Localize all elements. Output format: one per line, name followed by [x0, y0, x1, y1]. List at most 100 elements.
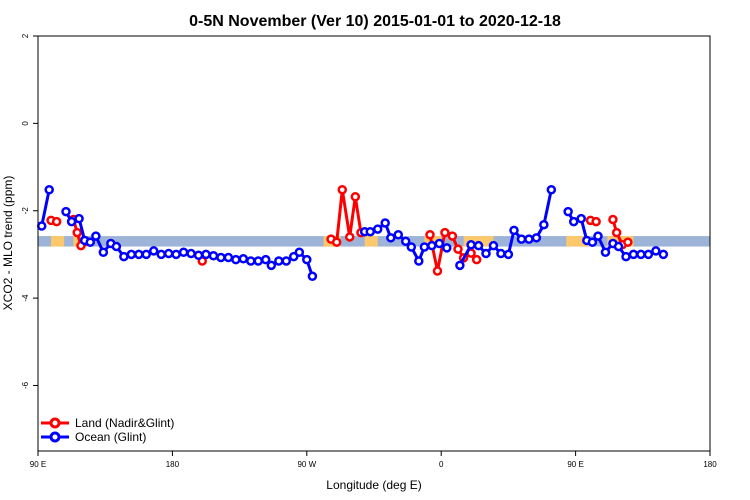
band-land-segment — [364, 236, 378, 247]
series-ocean — [36, 185, 669, 282]
band-land-segment — [73, 236, 81, 247]
data-point — [274, 256, 284, 266]
data-point — [246, 256, 256, 266]
data-point — [393, 230, 404, 240]
data-point — [400, 236, 411, 247]
data-point — [636, 249, 646, 260]
data-point — [651, 246, 661, 256]
data-point — [591, 216, 601, 227]
data-point — [447, 231, 458, 241]
data-point — [119, 251, 129, 262]
data-point — [623, 237, 633, 247]
data-point — [432, 266, 443, 276]
data-point — [509, 225, 519, 236]
data-point — [611, 227, 622, 238]
data-point — [231, 254, 241, 265]
data-point — [331, 237, 342, 247]
data-point — [216, 252, 226, 263]
data-point — [126, 249, 137, 260]
data-point — [193, 250, 204, 261]
plot-frame — [37, 35, 711, 452]
data-point — [414, 256, 424, 266]
y-tick-label: 2 — [21, 33, 30, 38]
x-tick-label: 180 — [703, 460, 717, 469]
data-point — [587, 237, 598, 247]
data-point — [613, 241, 624, 252]
data-point — [51, 216, 62, 227]
band-land-segment — [566, 236, 589, 247]
legend-item-land: Land (Nadir&Glint) — [41, 416, 174, 430]
data-point — [302, 254, 312, 265]
data-point — [496, 248, 506, 259]
legend-land-marker — [49, 417, 61, 429]
data-point — [186, 248, 196, 259]
data-point — [365, 226, 376, 237]
data-point — [281, 256, 292, 266]
data-point — [516, 234, 527, 244]
data-point — [568, 216, 579, 227]
data-point — [223, 252, 234, 263]
data-point — [546, 185, 557, 195]
data-point — [74, 213, 84, 224]
x-tick-label: 180 — [166, 460, 180, 469]
y-tick-label: -6 — [21, 381, 30, 389]
data-point — [171, 249, 181, 260]
x-tick-label: 90 W — [297, 460, 316, 469]
y-axis-label: XCO2 - MLO trend (ppm) — [1, 176, 15, 311]
data-point — [72, 227, 82, 238]
data-point — [425, 230, 435, 240]
data-point — [473, 240, 484, 251]
data-point — [61, 206, 71, 217]
data-point — [442, 243, 452, 253]
data-point — [593, 231, 603, 241]
data-point — [434, 238, 445, 249]
data-point — [134, 249, 144, 260]
data-point — [66, 216, 77, 227]
data-point — [524, 234, 534, 244]
data-point — [406, 242, 417, 252]
data-point — [488, 240, 499, 251]
legend: Land (Nadir&Glint) Ocean (Glint) — [41, 416, 174, 444]
data-point — [238, 254, 249, 264]
data-point — [253, 256, 264, 266]
x-tick-label: 90 E — [567, 460, 583, 469]
series-line — [40, 189, 51, 227]
data-point — [98, 247, 109, 257]
data-point — [658, 249, 669, 260]
data-point — [481, 248, 491, 259]
data-point — [608, 214, 618, 225]
y-axis: 2 0 -2 -4 -6 — [21, 33, 38, 389]
data-point — [563, 206, 573, 217]
data-point — [531, 233, 542, 243]
data-point — [350, 192, 361, 202]
x-axis-label: Longitude (deg E) — [326, 478, 421, 492]
data-point — [111, 241, 122, 252]
data-point — [539, 219, 549, 230]
data-point — [643, 249, 654, 260]
data-point — [91, 231, 101, 241]
x-tick-label: 90 E — [30, 460, 46, 469]
legend-land-label: Land (Nadir&Glint) — [75, 416, 174, 430]
data-point — [386, 233, 396, 243]
data-point — [337, 185, 348, 195]
data-point — [427, 240, 437, 251]
y-tick-label: -4 — [21, 294, 30, 302]
data-point — [576, 213, 586, 224]
data-point — [294, 247, 305, 257]
x-axis: 90 E 180 90 W 0 90 E 180 — [30, 451, 717, 469]
y-tick-label: 0 — [21, 121, 30, 126]
data-point — [260, 254, 271, 265]
data-point — [628, 249, 639, 260]
data-point — [503, 249, 514, 260]
data-point — [163, 248, 174, 259]
data-point — [600, 247, 611, 257]
series-land — [46, 185, 633, 276]
legend-item-ocean: Ocean (Glint) — [41, 430, 146, 444]
band-land-segment — [51, 236, 65, 247]
data-point — [178, 247, 189, 257]
data-point — [466, 240, 476, 250]
legend-ocean-marker — [49, 431, 61, 443]
data-point — [266, 260, 277, 271]
data-point — [440, 227, 450, 238]
